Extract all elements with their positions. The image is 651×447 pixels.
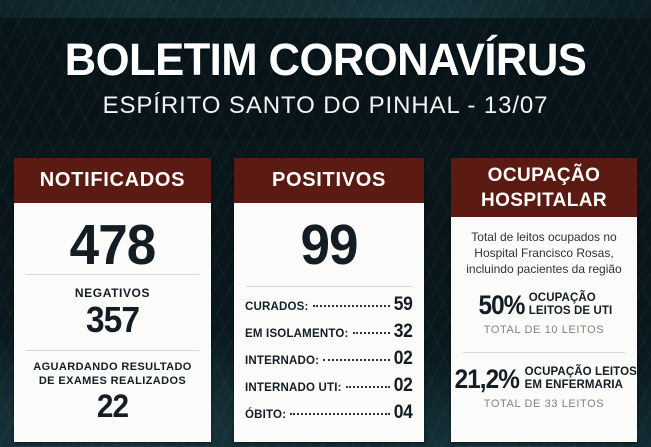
negativos-value: 357 <box>85 299 140 340</box>
divider <box>26 274 199 275</box>
list-item: INTERNADO: 02 <box>245 348 413 375</box>
card-notificados-body: 478 NEGATIVOS 357 AGUARDANDO RESULTADO D… <box>14 203 211 442</box>
aguardando-label-line1: AGUARDANDO RESULTADO <box>33 361 192 373</box>
ocupacao-enfermaria-description: OCUPAÇÃO LEITOS EM ENFERMARIA <box>525 366 637 392</box>
positivos-breakdown-list: CURADOS: 59 EM ISOLAMENTO: 32 INTERNADO:… <box>234 287 424 429</box>
positivos-row-label: INTERNADO: <box>245 355 320 367</box>
positivos-row-label: CURADOS: <box>245 301 309 313</box>
poster-header: BOLETIM CORONAVÍRUS ESPÍRITO SANTO DO PI… <box>0 0 651 119</box>
card-ocupacao-hospitalar: OCUPAÇÃO HOSPITALAR Total de leitos ocup… <box>451 158 637 442</box>
ocupacao-uti-total: TOTAL DE 10 LEITOS <box>483 324 605 336</box>
divider <box>26 350 199 351</box>
positivos-row-value: 02 <box>393 375 413 396</box>
positivos-row-value: 04 <box>393 402 413 423</box>
divider <box>246 286 412 287</box>
positivos-row-label: EM ISOLAMENTO: <box>245 328 349 340</box>
ocupacao-uti-desc-line2: LEITOS DE UTI <box>528 305 613 317</box>
ocupacao-uti-main: 50% OCUPAÇÃO LEITOS DE UTI <box>451 291 637 319</box>
dotted-leader <box>323 359 390 361</box>
card-ocupacao-header-line2: HOSPITALAR <box>480 190 608 211</box>
dotted-leader <box>312 305 390 307</box>
ocupacao-intro-text: Total de leitos ocupados no Hospital Fra… <box>466 230 622 276</box>
header-backdrop <box>0 18 651 140</box>
ocupacao-enfermaria-total: TOTAL DE 33 LEITOS <box>483 398 605 410</box>
ocupacao-enfermaria-main: 21,2% OCUPAÇÃO LEITOS EM ENFERMARIA <box>451 365 637 393</box>
card-positivos: POSITIVOS 99 CURADOS: 59 EM ISOLAMENTO: … <box>234 158 424 442</box>
page-title: BOLETIM CORONAVÍRUS <box>64 34 587 85</box>
dotted-leader <box>290 413 390 415</box>
positivos-row-value: 32 <box>393 321 413 342</box>
positivos-row-label: INTERNADO UTI: <box>245 382 342 394</box>
ocupacao-uti-description: OCUPAÇÃO LEITOS DE UTI <box>529 292 613 318</box>
ocupacao-enfermaria-percent: 21,2% <box>454 364 520 394</box>
aguardando-value: 22 <box>96 388 129 424</box>
ocupacao-enfermaria-desc-line2: EM ENFERMARIA <box>524 379 624 391</box>
negativos-label: NEGATIVOS <box>74 286 151 300</box>
card-notificados: NOTIFICADOS 478 NEGATIVOS 357 AGUARDANDO… <box>14 158 211 442</box>
dotted-leader <box>345 386 390 388</box>
aguardando-label: AGUARDANDO RESULTADO DE EXAMES REALIZADO… <box>14 351 211 388</box>
card-ocupacao-body: Total de leitos ocupados no Hospital Fra… <box>451 217 637 442</box>
positivos-row-label: ÓBITO: <box>245 409 287 421</box>
page-subtitle: ESPÍRITO SANTO DO PINHAL - 13/07 <box>102 92 549 119</box>
aguardando-label-line2: DE EXAMES REALIZADOS <box>38 375 187 387</box>
ocupacao-enfermaria-desc-line1: OCUPAÇÃO LEITOS <box>524 366 637 378</box>
positivos-total-value: 99 <box>300 213 358 277</box>
positivos-row-value: 02 <box>393 348 413 369</box>
card-positivos-body: 99 CURADOS: 59 EM ISOLAMENTO: 32 INTERNA… <box>234 203 424 442</box>
notificados-total-value: 478 <box>69 213 157 277</box>
list-item: ÓBITO: 04 <box>245 402 413 429</box>
ocupacao-uti-block: 50% OCUPAÇÃO LEITOS DE UTI TOTAL DE 10 L… <box>451 277 637 336</box>
positivos-row-value: 59 <box>393 294 413 315</box>
card-positivos-header: POSITIVOS <box>234 158 424 203</box>
ocupacao-uti-desc-line1: OCUPAÇÃO <box>528 292 596 304</box>
divider <box>463 352 625 353</box>
ocupacao-uti-percent: 50% <box>478 290 525 320</box>
card-ocupacao-header-line1: OCUPAÇÃO <box>487 165 601 186</box>
list-item: INTERNADO UTI: 02 <box>245 375 413 402</box>
ocupacao-enfermaria-block: 21,2% OCUPAÇÃO LEITOS EM ENFERMARIA TOTA… <box>451 353 637 410</box>
card-notificados-header: NOTIFICADOS <box>14 158 211 203</box>
list-item: CURADOS: 59 <box>245 294 413 321</box>
card-ocupacao-header: OCUPAÇÃO HOSPITALAR <box>451 158 637 217</box>
dotted-leader <box>352 332 390 334</box>
list-item: EM ISOLAMENTO: 32 <box>245 321 413 348</box>
